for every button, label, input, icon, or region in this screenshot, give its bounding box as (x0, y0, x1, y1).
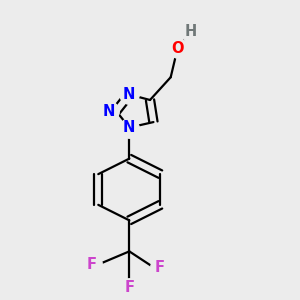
Text: N: N (123, 87, 136, 102)
Text: N: N (123, 120, 136, 135)
Text: F: F (87, 257, 97, 272)
Text: O: O (171, 41, 184, 56)
Text: F: F (155, 260, 165, 275)
Text: F: F (124, 280, 134, 296)
Text: N: N (102, 103, 115, 118)
Text: H: H (184, 24, 197, 39)
